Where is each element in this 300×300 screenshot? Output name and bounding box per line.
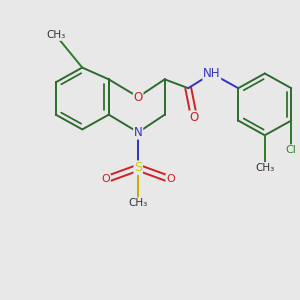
Text: CH₃: CH₃ <box>46 30 65 40</box>
Text: N: N <box>134 126 142 139</box>
Text: NH: NH <box>203 67 220 80</box>
Text: O: O <box>190 111 199 124</box>
Text: O: O <box>134 91 143 103</box>
Text: S: S <box>134 161 142 174</box>
Text: O: O <box>101 174 110 184</box>
Text: O: O <box>166 174 175 184</box>
Text: Cl: Cl <box>286 145 297 155</box>
Text: CH₃: CH₃ <box>255 163 274 173</box>
Text: CH₃: CH₃ <box>129 198 148 208</box>
